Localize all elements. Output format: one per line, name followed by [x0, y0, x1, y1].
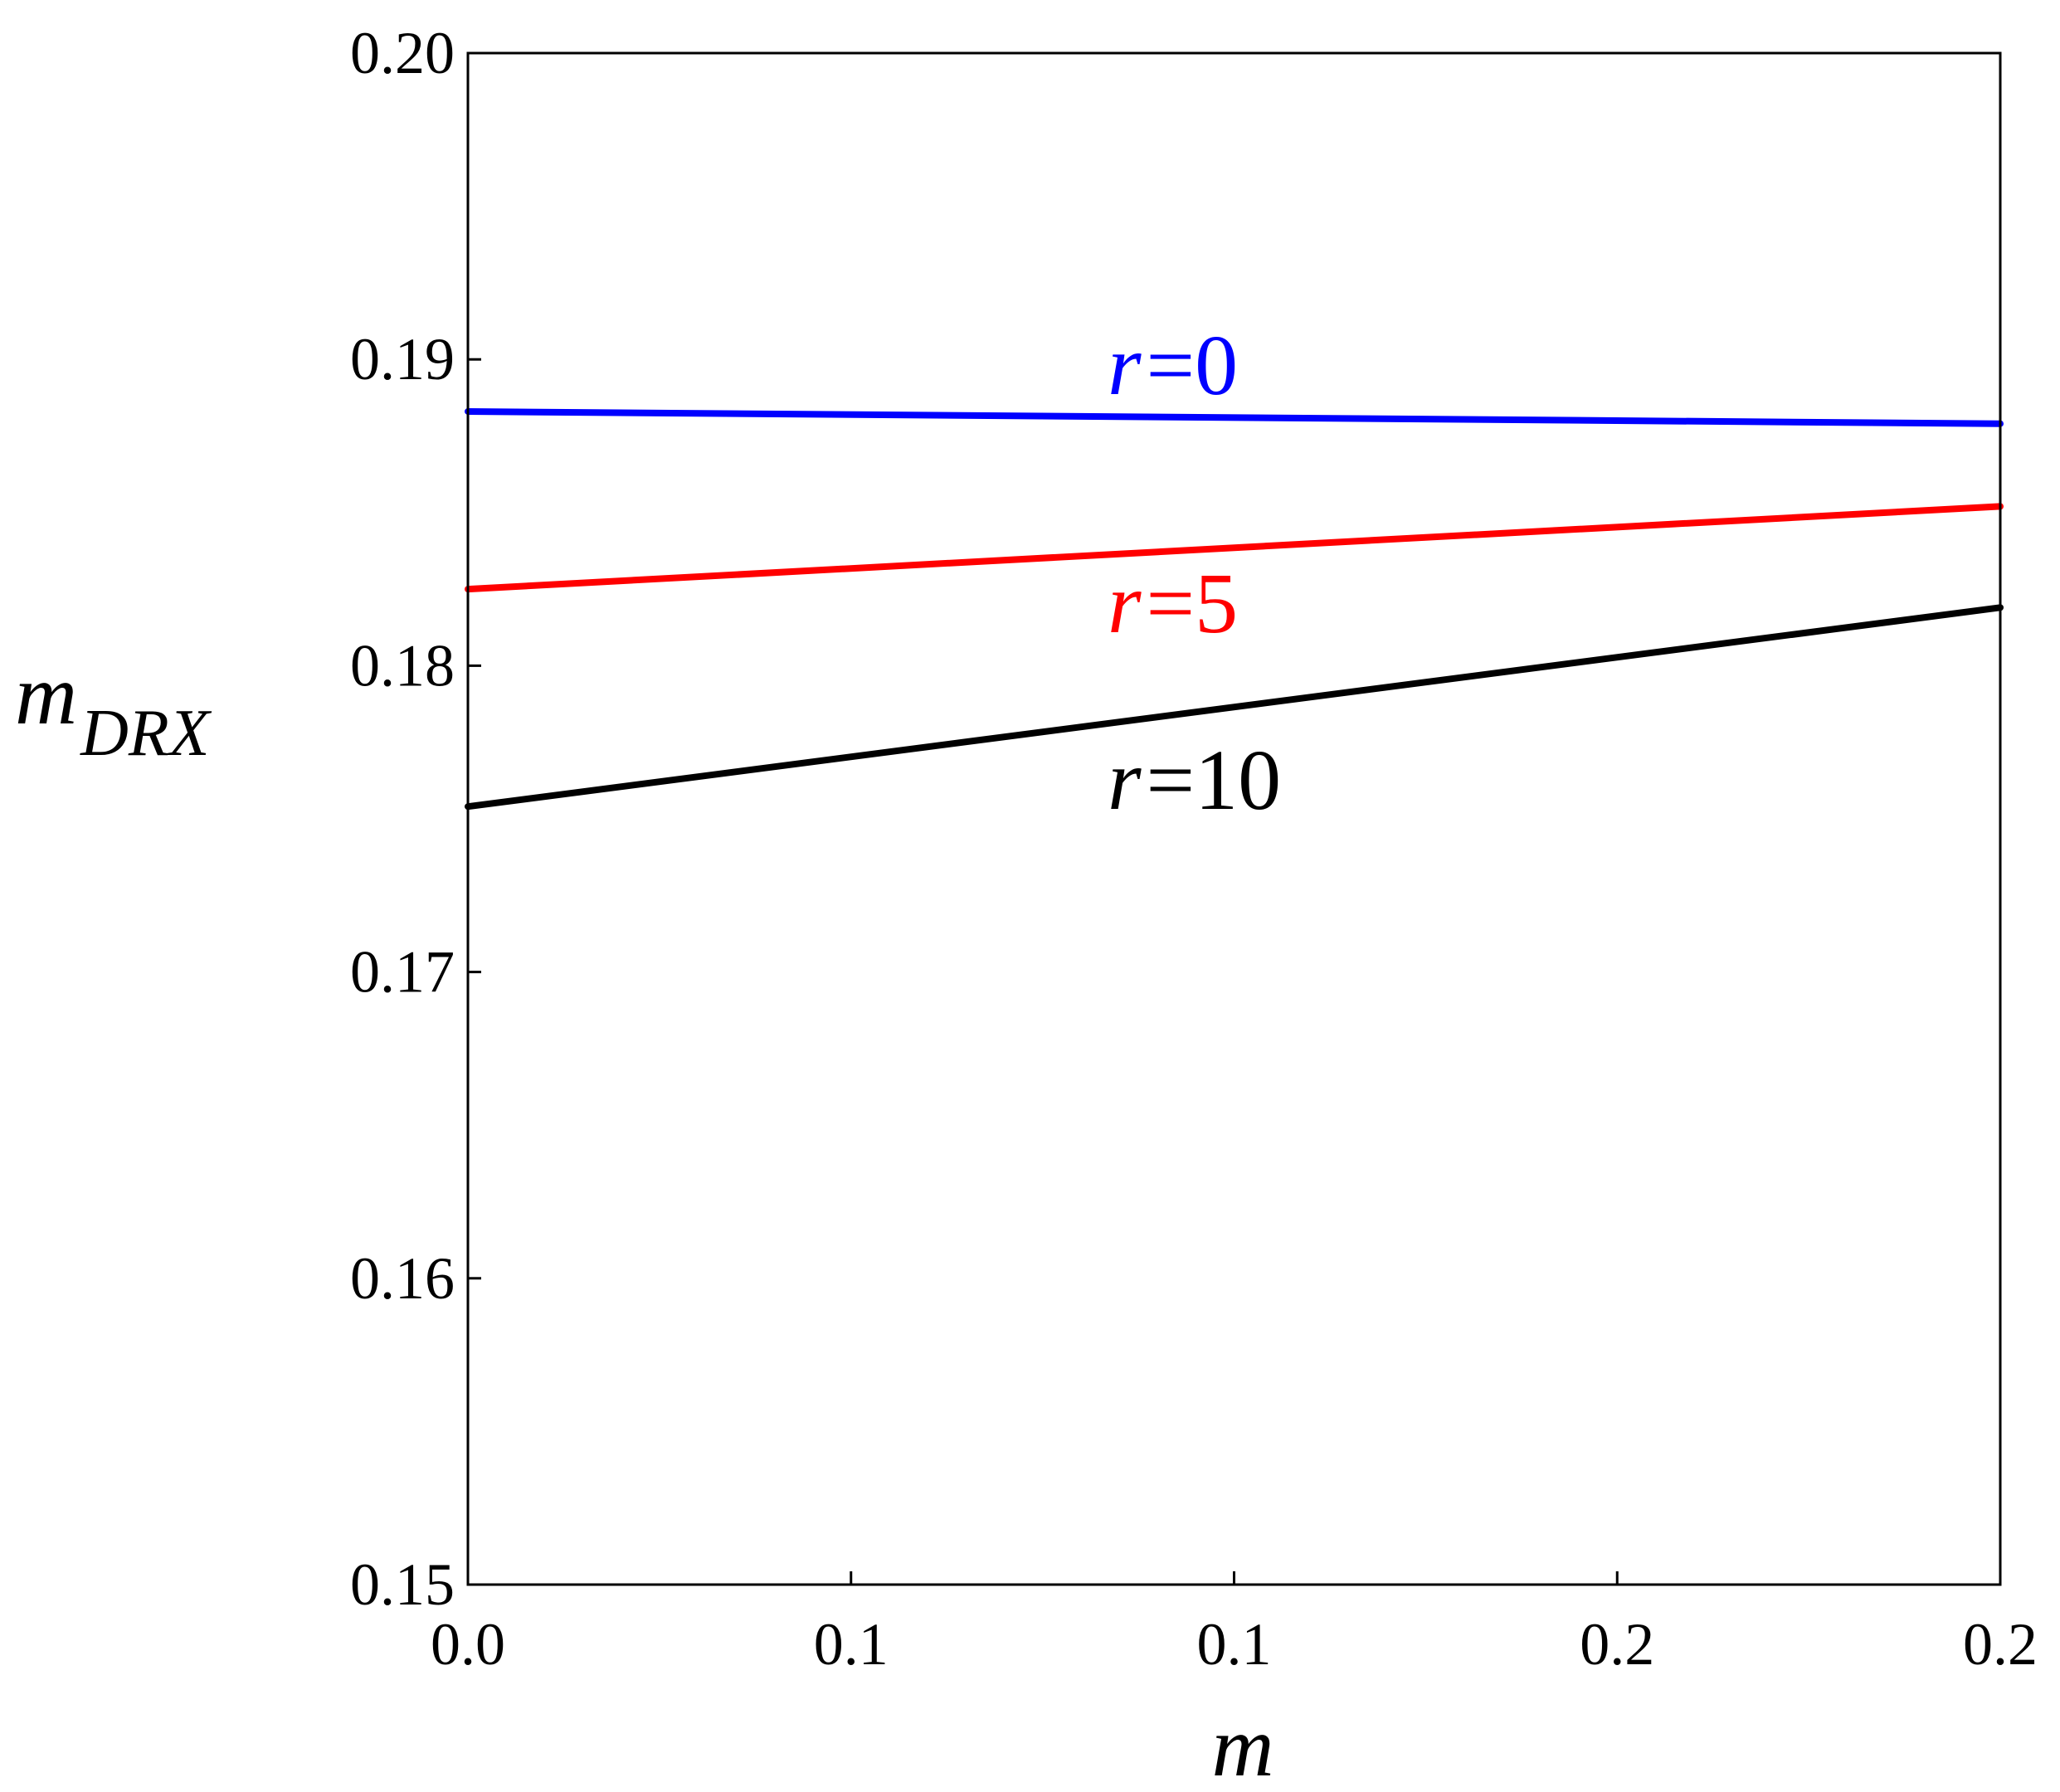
y-tick-label-0: 0.15 — [350, 1551, 455, 1618]
y-tick-label-4: 0.19 — [350, 326, 455, 392]
plot-area — [468, 53, 2000, 1585]
x-axis-title: m — [1211, 1699, 1273, 1792]
x-tick-label-1: 0.1 — [814, 1611, 889, 1678]
y-tick-label-2: 0.17 — [350, 939, 455, 1006]
y-tick-label-3: 0.18 — [350, 632, 455, 699]
y-tick-label-5: 0.20 — [350, 20, 455, 86]
plot-frame — [466, 51, 2002, 1586]
series-layer — [465, 408, 2004, 811]
y-axis-title: mDRX — [15, 647, 212, 770]
series-label-r0: r=0 — [1108, 318, 1238, 413]
y-axis-title-main: m — [15, 647, 77, 743]
series-line-r0 — [465, 408, 2004, 427]
x-tick-label-3: 0.2 — [1580, 1611, 1654, 1678]
series-label-r10: r=10 — [1108, 733, 1281, 828]
series-label-r5: r=5 — [1108, 556, 1238, 651]
y-axis-title-subscript: DRX — [80, 697, 212, 770]
x-tick-label-2: 0.1 — [1197, 1611, 1272, 1678]
series-line-r5 — [465, 503, 2004, 593]
x-tick-label-4: 0.2 — [1963, 1611, 2038, 1678]
ticks-layer: 0.15 0.16 0.17 0.18 0.19 0.20 0.0 0.1 0.1 0.2 0.2 — [350, 20, 2038, 1678]
y-tick-label-1: 0.16 — [350, 1245, 455, 1312]
series-line-r10 — [465, 604, 2004, 811]
x-tick-label-0: 0.0 — [431, 1611, 505, 1678]
